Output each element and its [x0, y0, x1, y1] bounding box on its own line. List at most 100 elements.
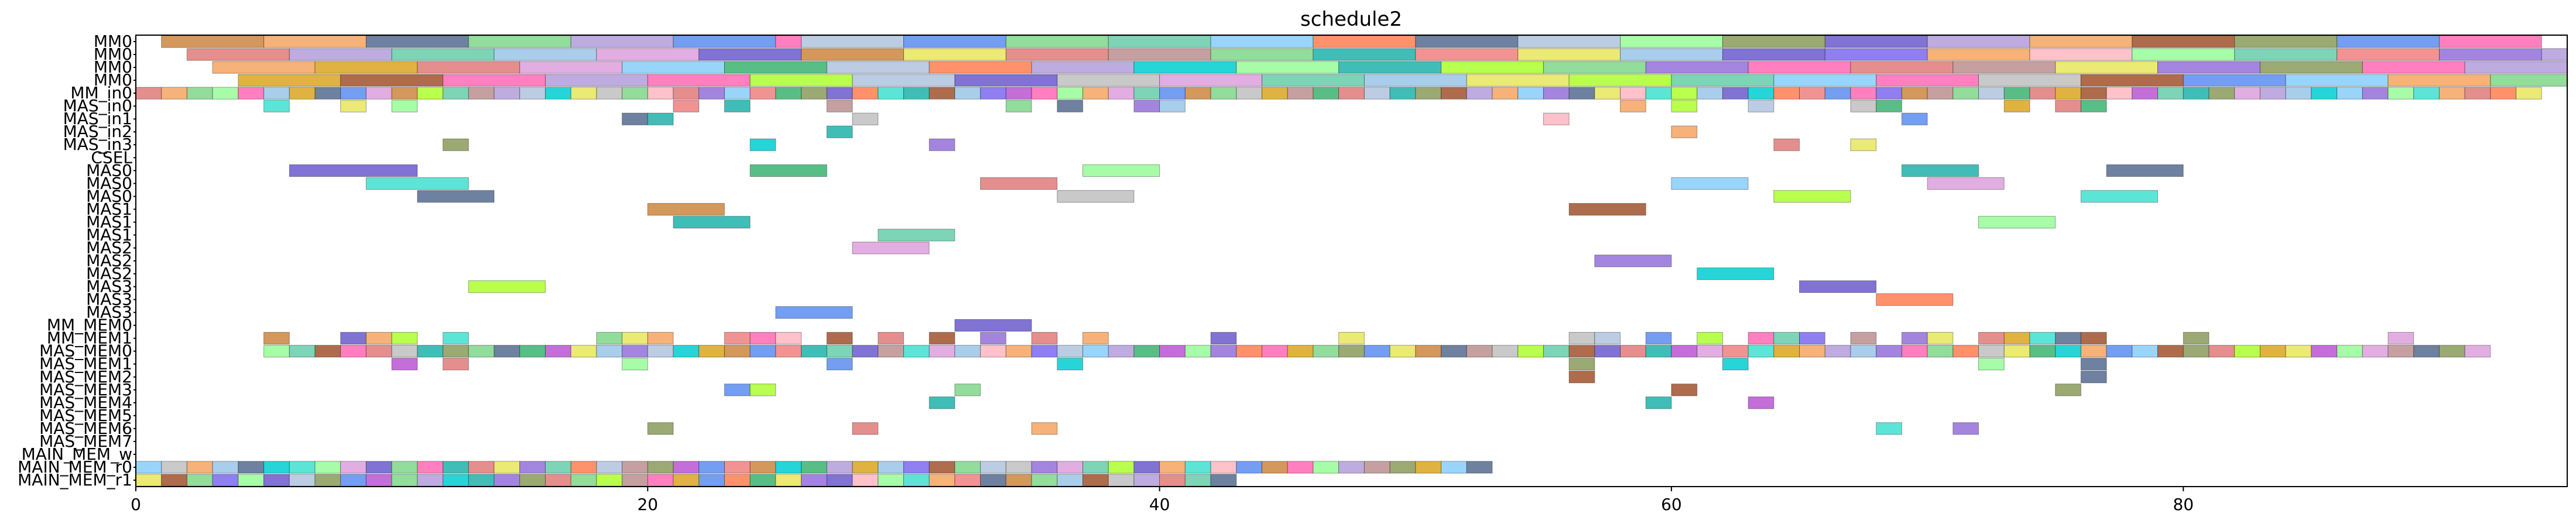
task-bar	[596, 87, 623, 100]
task-bar	[2362, 87, 2389, 100]
task-bar	[647, 87, 674, 100]
task-bar	[391, 332, 418, 345]
task-bar	[1927, 87, 1954, 100]
task-bar	[1645, 332, 1672, 345]
task-bar	[391, 358, 418, 371]
task-bar	[673, 100, 700, 112]
task-bar	[1466, 345, 1493, 358]
task-bar	[622, 332, 648, 345]
task-bar	[1799, 87, 1825, 100]
task-bar	[2208, 345, 2235, 358]
task-bar	[1722, 345, 1749, 358]
y-tick-label: MAIN_MEM_r0	[18, 457, 132, 477]
x-tick-label: 0	[131, 495, 141, 514]
task-bar	[2337, 345, 2363, 358]
task-bar	[1671, 384, 1698, 396]
task-bar	[1108, 35, 1211, 48]
task-bar	[1722, 35, 1825, 48]
task-bar	[1978, 332, 2005, 345]
task-bar	[1159, 474, 1186, 487]
task-bar	[545, 461, 571, 474]
task-bar	[1031, 87, 1058, 100]
task-bar	[673, 461, 700, 474]
task-bar	[903, 87, 930, 100]
task-bar	[1952, 87, 1979, 100]
task-bar	[1184, 87, 1211, 100]
task-bar	[980, 345, 1006, 358]
task-bar	[724, 87, 751, 100]
task-bar	[570, 345, 597, 358]
task-bar	[1671, 87, 1698, 100]
task-bar	[1697, 267, 1775, 280]
task-bar	[2106, 164, 2184, 177]
x-tick-label: 80	[2173, 495, 2194, 514]
task-bar	[1210, 345, 1237, 358]
task-bar	[1159, 100, 1186, 112]
task-bar	[801, 345, 827, 358]
task-bar	[826, 358, 853, 371]
task-bar	[2387, 332, 2414, 345]
task-bar	[2311, 345, 2338, 358]
task-bar	[340, 461, 366, 474]
task-bar	[1313, 87, 1340, 100]
task-bar	[443, 345, 469, 358]
task-bar	[2003, 332, 2030, 345]
task-bar	[954, 74, 1058, 87]
task-bar	[1722, 358, 1749, 371]
task-bar	[314, 345, 341, 358]
task-bar	[1594, 332, 1621, 345]
task-bar	[1133, 474, 1160, 487]
task-bar	[2541, 48, 2568, 61]
task-bar	[826, 474, 853, 487]
task-bar	[263, 87, 290, 100]
task-bar	[622, 474, 648, 487]
task-bar	[1083, 164, 1160, 177]
task-bar	[1133, 61, 1237, 74]
task-bar	[1108, 87, 1135, 100]
task-bar	[1031, 461, 1058, 474]
task-bar	[929, 396, 955, 409]
y-tick-label: MM_in0	[70, 83, 132, 102]
y-tick-label: MAS_MEM3	[39, 380, 132, 399]
task-bar	[903, 35, 1006, 48]
task-bar	[801, 474, 827, 487]
task-bar	[2259, 345, 2286, 358]
task-bar	[2438, 345, 2465, 358]
task-bar	[2055, 332, 2081, 345]
y-tick-label: MM_MEM0	[47, 316, 132, 335]
task-bar	[673, 345, 700, 358]
task-bar	[2337, 35, 2440, 48]
y-tick-label: MAS0	[86, 186, 132, 206]
task-bar	[852, 74, 955, 87]
task-bar	[852, 345, 879, 358]
task-bar	[2464, 61, 2568, 74]
task-bar	[903, 474, 930, 487]
task-bar	[1697, 87, 1723, 100]
y-tick-label: MAS1	[86, 212, 132, 231]
task-bar	[519, 474, 546, 487]
task-bar	[2516, 87, 2542, 100]
task-bar	[1645, 87, 1672, 100]
task-bar	[1773, 74, 1877, 87]
task-bar	[1620, 345, 1646, 358]
task-bar	[1184, 474, 1211, 487]
x-tick-label: 20	[637, 495, 658, 514]
chart-title: schedule2	[1300, 8, 1402, 31]
y-tick-label: MAS0	[86, 160, 132, 180]
task-bar	[673, 87, 700, 100]
task-bar	[826, 461, 853, 474]
task-bar	[1517, 35, 1621, 48]
task-bar	[1850, 61, 1954, 74]
task-bar	[1057, 345, 1084, 358]
task-bar	[1005, 87, 1032, 100]
y-tick-label: MM_MEM1	[47, 328, 132, 348]
task-bar	[775, 332, 802, 345]
task-bar	[1415, 48, 1519, 61]
task-bar	[1005, 100, 1032, 112]
task-bar	[1083, 332, 1109, 345]
task-bar	[1620, 48, 1723, 61]
task-bar	[2387, 74, 2491, 87]
task-bar	[1517, 87, 1544, 100]
task-bar	[1083, 461, 1109, 474]
task-bar	[2234, 35, 2338, 48]
